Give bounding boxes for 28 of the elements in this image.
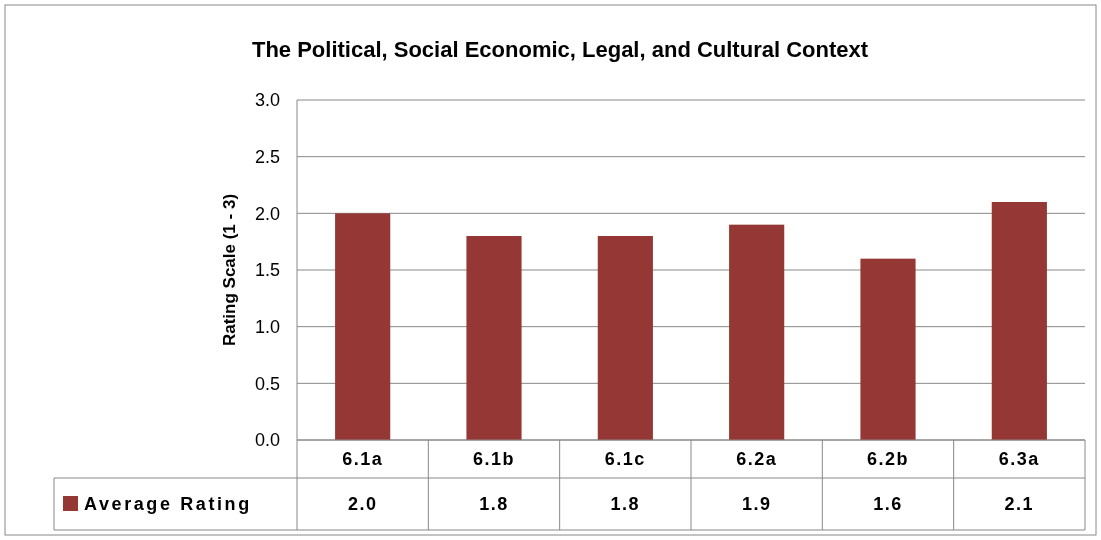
y-tick-label: 1.0 bbox=[254, 316, 280, 337]
data-label: 1.9 bbox=[741, 494, 772, 515]
y-tick-label: 2.0 bbox=[254, 203, 280, 224]
y-tick-label: 0.0 bbox=[254, 430, 280, 451]
x-tick-label: 6.3a bbox=[998, 449, 1040, 470]
bar bbox=[991, 202, 1047, 440]
data-label: 1.8 bbox=[610, 494, 641, 515]
y-axis-title: Rating Scale (1 - 3) bbox=[220, 193, 239, 347]
legend-label: Average Rating bbox=[84, 494, 252, 515]
x-tick-label: 6.1a bbox=[342, 449, 384, 470]
x-tick-label: 6.2a bbox=[736, 449, 778, 470]
bar bbox=[597, 236, 653, 440]
data-label: 2.1 bbox=[1004, 494, 1035, 515]
data-label: 1.6 bbox=[873, 494, 903, 515]
bar bbox=[729, 224, 785, 440]
data-label: 2.0 bbox=[347, 494, 378, 515]
y-tick-label: 0.5 bbox=[254, 373, 280, 394]
bar bbox=[335, 213, 391, 440]
bar bbox=[466, 236, 522, 440]
chart-title: The Political, Social Economic, Legal, and Cultural Context bbox=[251, 37, 869, 62]
data-label: 1.8 bbox=[479, 494, 509, 515]
y-tick-label: 1.5 bbox=[254, 260, 280, 281]
bar bbox=[860, 258, 916, 440]
x-tick-label: 6.2b bbox=[866, 449, 910, 470]
y-tick-label: 2.5 bbox=[254, 146, 280, 167]
x-tick-label: 6.1b bbox=[472, 449, 516, 470]
x-tick-label: 6.1c bbox=[604, 449, 646, 470]
y-tick-label: 3.0 bbox=[254, 90, 280, 111]
